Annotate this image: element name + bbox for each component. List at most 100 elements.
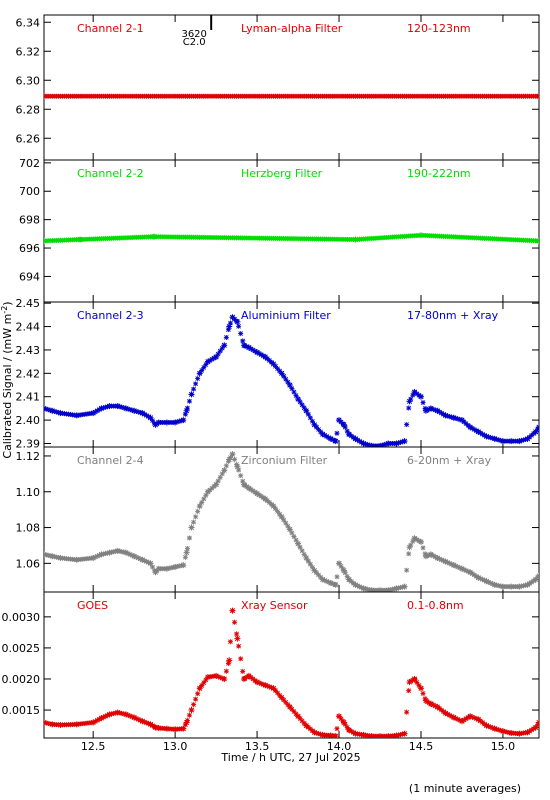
data-point — [119, 710, 125, 716]
data-point — [217, 348, 223, 354]
data-point-key — [90, 554, 97, 561]
data-point — [127, 713, 133, 719]
data-point-key — [147, 721, 154, 728]
data-point — [137, 410, 143, 416]
data-point — [430, 406, 436, 412]
data-point-key — [180, 562, 187, 569]
data-point-key — [196, 370, 203, 377]
data-point-key — [508, 438, 515, 445]
data-point-key — [524, 435, 531, 442]
data-point-key — [336, 713, 343, 720]
y-tick-label: 6.26 — [16, 132, 41, 145]
data-point — [518, 438, 524, 444]
x-tick-label: 13.0 — [163, 740, 188, 753]
data-point-key — [422, 407, 429, 414]
data-point — [414, 679, 420, 685]
data-point-key — [152, 724, 159, 731]
data-point — [150, 723, 156, 729]
data-point — [143, 412, 149, 418]
data-point — [309, 418, 315, 424]
data-point — [490, 725, 496, 731]
data-point-key — [163, 565, 170, 572]
data-point-key — [213, 353, 220, 360]
data-point-key — [491, 581, 498, 588]
data-point-key — [114, 403, 121, 410]
data-point-key — [491, 435, 498, 442]
data-point — [293, 537, 299, 543]
data-point-key — [336, 417, 343, 424]
data-point — [344, 573, 350, 579]
data-point-key — [106, 403, 113, 410]
data-series — [44, 232, 539, 244]
band-label: 6-20nm + Xray — [407, 454, 492, 467]
data-point-key — [44, 405, 47, 412]
data-point — [283, 520, 289, 526]
data-point — [416, 538, 422, 544]
data-point — [359, 585, 365, 591]
panel-3: 2.39 2.40 2.41 2.42 2.43 2.44 2.45 Channel 2-3 A… — [16, 297, 540, 450]
data-point — [199, 367, 205, 373]
data-point-key — [475, 428, 482, 435]
data-point-key — [352, 236, 359, 243]
data-point — [256, 680, 262, 686]
data-point — [125, 551, 131, 557]
data-point — [117, 404, 123, 410]
data-point-key — [345, 431, 352, 438]
data-point-key — [524, 581, 531, 588]
data-point — [471, 715, 477, 721]
data-point-key — [377, 733, 384, 738]
data-point — [125, 712, 131, 718]
data-point-key — [229, 607, 236, 614]
data-point — [275, 508, 281, 514]
data-point-key — [49, 721, 56, 728]
data-point — [465, 714, 471, 720]
data-point-key — [406, 679, 413, 686]
data-point — [223, 668, 229, 674]
data-point — [141, 719, 147, 725]
x-axis-title: Time / h UTC, 27 Jul 2025 — [220, 751, 360, 764]
filter-label: Aluminium Filter — [241, 309, 331, 322]
data-point-key — [73, 556, 80, 563]
data-point — [238, 473, 244, 479]
data-point — [354, 437, 360, 443]
data-point — [135, 716, 141, 722]
data-point — [299, 718, 305, 724]
data-point — [449, 713, 455, 719]
data-point — [449, 561, 455, 567]
data-point-key — [234, 318, 241, 325]
x-axis: 12.5 13.0 13.5 14.0 14.5 15.0 — [81, 740, 515, 753]
data-point — [127, 551, 133, 557]
data-point — [45, 720, 51, 726]
y-tick-label: 2.41 — [16, 391, 41, 404]
data-point-key — [98, 551, 105, 558]
data-point-key — [536, 93, 539, 100]
y-tick-label: 0.0025 — [2, 642, 41, 655]
data-point — [367, 442, 373, 447]
data-series — [44, 314, 539, 447]
data-point — [234, 462, 240, 468]
data-point — [264, 683, 270, 689]
data-point-key — [44, 719, 47, 726]
data-point — [92, 718, 98, 724]
data-point — [225, 458, 231, 464]
data-point — [488, 724, 494, 730]
y-tick-label: 1.10 — [16, 486, 41, 499]
y-tick-label: 6.30 — [16, 74, 41, 87]
data-point-key — [49, 553, 56, 560]
data-point-key — [221, 342, 228, 349]
data-point — [297, 544, 303, 550]
data-point-key — [401, 730, 408, 737]
data-point-key — [152, 421, 159, 428]
data-point — [455, 564, 461, 570]
data-point — [432, 554, 438, 560]
data-point — [219, 675, 225, 681]
data-point — [365, 442, 371, 447]
data-point — [406, 551, 412, 557]
data-point — [326, 579, 332, 585]
data-point-key — [131, 714, 138, 721]
data-point-key — [286, 703, 293, 710]
data-point-key — [221, 467, 228, 474]
data-point — [258, 681, 264, 687]
data-point — [410, 538, 416, 544]
data-point-key — [434, 554, 441, 561]
